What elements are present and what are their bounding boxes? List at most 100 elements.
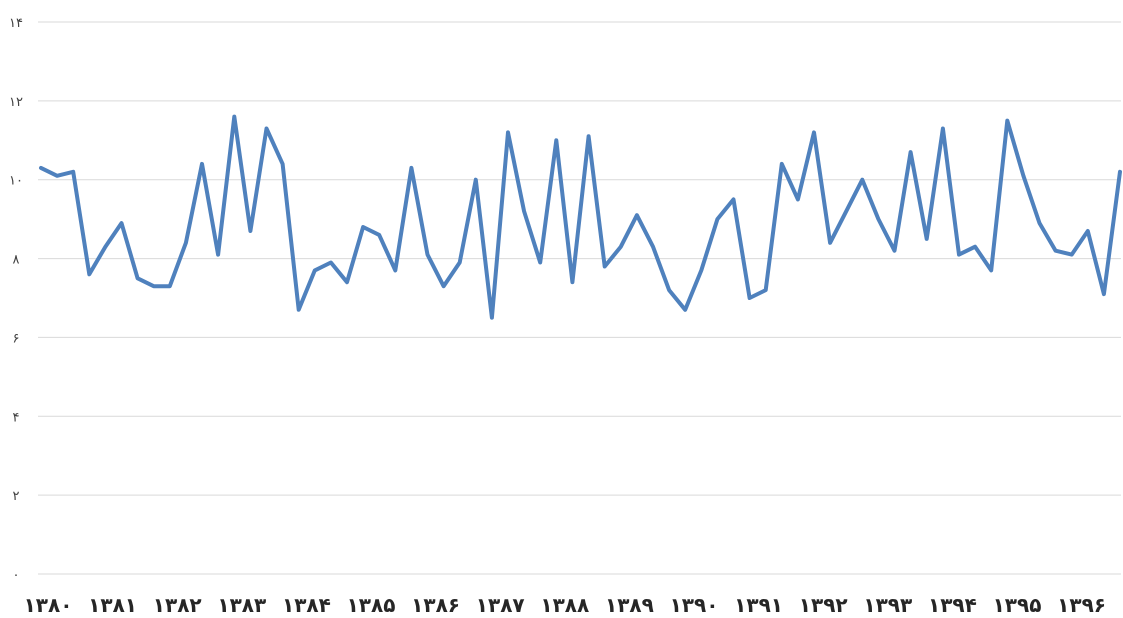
data-point <box>989 268 993 272</box>
y-tick-label: ۶ <box>13 331 20 346</box>
data-point <box>828 241 832 245</box>
data-point <box>973 245 977 249</box>
data-point <box>748 296 752 300</box>
data-point <box>587 134 591 138</box>
data-point <box>538 261 542 265</box>
data-point <box>1054 249 1058 253</box>
y-tick-label: ۲ <box>13 489 20 504</box>
data-point <box>71 170 75 174</box>
data-point <box>683 308 687 312</box>
series-line <box>39 114 1122 320</box>
data-point <box>522 209 526 213</box>
data-point <box>715 217 719 221</box>
x-tick-label: ۱۳۹۰ <box>670 593 719 617</box>
x-axis-ticks: ۱۳۸۰ ۱۳۸۱ ۱۳۸۲ ۱۳۸۳ ۱۳۸۴ ۱۳۸۵ ۱۳۸۶ ۱۳۸۷ ۱۳۸۸ ۱۳۸۹… <box>24 593 1106 617</box>
data-point <box>103 245 107 249</box>
y-tick-label: ۴ <box>13 410 20 425</box>
data-point <box>619 245 623 249</box>
data-point <box>796 197 800 201</box>
data-point <box>200 162 204 166</box>
data-point <box>1005 119 1009 123</box>
data-point <box>699 268 703 272</box>
y-tick-label: ۸ <box>13 253 20 268</box>
data-point <box>377 233 381 237</box>
data-point <box>184 241 188 245</box>
data-point <box>732 197 736 201</box>
series-layer <box>39 114 1122 320</box>
x-tick-label: ۱۳۸۰ <box>24 593 73 617</box>
x-tick-label: ۱۳۸۷ <box>476 593 525 617</box>
data-point <box>39 166 43 170</box>
data-point <box>1038 221 1042 225</box>
x-tick-label: ۱۳۸۸ <box>540 593 589 617</box>
x-tick-label: ۱۳۸۲ <box>153 593 202 617</box>
data-point <box>248 229 252 233</box>
x-tick-label: ۱۳۸۶ <box>411 593 460 617</box>
data-point <box>281 162 285 166</box>
data-point <box>393 268 397 272</box>
data-point <box>490 316 494 320</box>
data-point <box>925 237 929 241</box>
x-tick-label: ۱۳۸۳ <box>217 593 266 617</box>
data-point <box>136 276 140 280</box>
x-tick-label: ۱۳۸۹ <box>605 593 654 617</box>
data-point <box>1086 229 1090 233</box>
data-point <box>120 221 124 225</box>
data-point <box>345 280 349 284</box>
data-point <box>361 225 365 229</box>
data-point <box>941 127 945 131</box>
data-point <box>168 284 172 288</box>
data-point <box>554 138 558 142</box>
data-point <box>893 249 897 253</box>
data-point <box>603 265 607 269</box>
data-point <box>651 245 655 249</box>
data-point <box>1118 170 1122 174</box>
y-tick-label: ۰ <box>13 568 20 583</box>
x-tick-label: ۱۳۸۴ <box>282 593 331 617</box>
data-point <box>1070 253 1074 257</box>
data-point <box>313 268 317 272</box>
data-point <box>812 130 816 134</box>
data-point <box>87 272 91 276</box>
data-point <box>232 115 236 119</box>
data-point <box>667 288 671 292</box>
data-point <box>876 217 880 221</box>
data-point <box>409 166 413 170</box>
x-tick-label: ۱۳۸۵ <box>347 593 396 617</box>
data-point <box>1021 174 1025 178</box>
data-point <box>297 308 301 312</box>
data-point <box>1102 292 1106 296</box>
data-point <box>442 284 446 288</box>
y-tick-label: ۱۴ <box>9 16 23 31</box>
data-point <box>909 150 913 154</box>
data-point <box>570 280 574 284</box>
data-point <box>957 253 961 257</box>
x-tick-label: ۱۳۸۱ <box>88 593 137 617</box>
x-tick-label: ۱۳۹۱ <box>734 593 783 617</box>
y-tick-label: ۱۰ <box>9 174 23 189</box>
data-point <box>780 162 784 166</box>
data-point <box>860 178 864 182</box>
data-point <box>506 130 510 134</box>
grid-lines <box>38 21 1121 575</box>
x-tick-label: ۱۳۹۲ <box>799 593 848 617</box>
data-point <box>152 284 156 288</box>
data-point <box>458 261 462 265</box>
y-axis-ticks: ۰ ۲ ۴ ۶ ۸ ۱۰ ۱۲ ۱۴ <box>9 16 23 583</box>
data-point <box>844 209 848 213</box>
data-point <box>265 127 269 131</box>
data-point <box>426 253 430 257</box>
data-point <box>635 213 639 217</box>
data-point <box>329 261 333 265</box>
data-point <box>474 178 478 182</box>
x-tick-label: ۱۳۹۳ <box>863 593 912 617</box>
data-point <box>55 174 59 178</box>
y-tick-label: ۱۲ <box>9 95 23 110</box>
data-point <box>216 253 220 257</box>
x-tick-label: ۱۳۹۵ <box>993 593 1042 617</box>
x-tick-label: ۱۳۹۶ <box>1057 593 1106 617</box>
data-point <box>764 288 768 292</box>
x-tick-label: ۱۳۹۴ <box>928 593 977 617</box>
